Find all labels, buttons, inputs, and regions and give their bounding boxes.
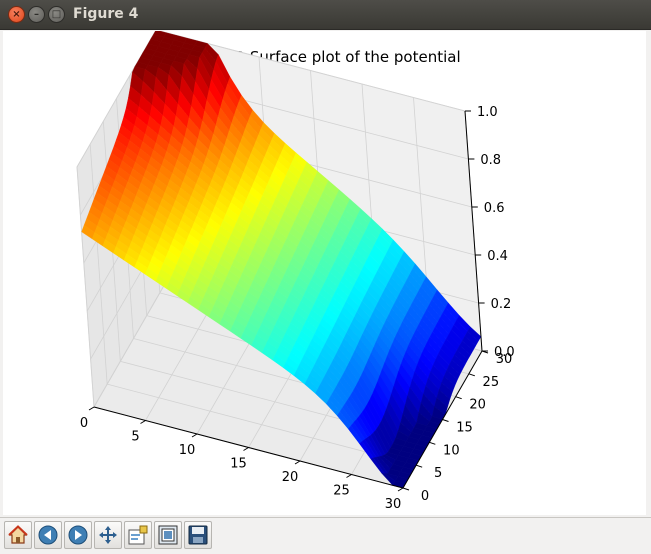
forward-button[interactable] [64,521,92,549]
x-axis-line [93,406,404,489]
maximize-window-button[interactable]: □ [48,6,65,23]
x-tick-mark [191,433,198,438]
y-axis-line [402,350,483,489]
x-tick-label: 15 [230,457,247,472]
x-tick-label: 10 [179,443,196,458]
configure-subplots-button[interactable] [124,521,152,549]
y-tick-label: 25 [483,375,500,390]
pan-button[interactable] [94,521,122,549]
x-tick-mark [140,420,146,424]
x-tick-mark [397,487,404,492]
close-window-button[interactable]: × [8,6,25,23]
save-button[interactable] [184,521,212,549]
home-button[interactable] [4,521,32,549]
navigation-toolbar [0,517,651,554]
zoom-to-rect-icon [158,525,178,545]
window-title: Figure 4 [73,6,139,22]
minimize-window-button[interactable]: – [28,6,45,23]
z-tick-label: 0.8 [480,153,501,168]
configure-subplots-icon [128,525,148,545]
y-tick-label: 20 [469,398,486,413]
surface-plot: The 3D Surface plot of the potential 051… [76,28,515,512]
y-tick-label: 30 [496,352,513,367]
x-tick-label: 25 [333,484,350,499]
z-axis-line [464,110,483,352]
x-tick-mark [294,460,301,465]
forward-arrow-icon [68,525,88,545]
z-tick-label: 0.4 [487,249,508,264]
y-tick-label: 0 [421,489,429,504]
back-button[interactable] [34,521,62,549]
y-tick-mark [402,487,410,491]
x-tick-label: 30 [385,497,402,512]
grid-line [76,166,95,408]
pan-move-icon [99,526,117,544]
z-tick-label: 1.0 [477,105,498,120]
x-tick-label: 20 [282,470,299,485]
axes-ticks: 0510152025300510152025300.00.20.40.60.81… [80,105,515,512]
y-tick-label: 10 [443,443,460,458]
z-tick-label: 0.2 [491,297,512,312]
y-tick-label: 15 [456,421,473,436]
zoom-to-rect-button[interactable] [154,521,182,549]
x-tick-mark [243,447,249,451]
y-tick-label: 5 [434,466,442,481]
grid-line [89,144,108,385]
title-bar[interactable]: × – □ Figure 4 [0,0,651,30]
x-tick-label: 0 [80,416,88,431]
z-tick-label: 0.6 [484,201,505,216]
back-arrow-icon [38,525,58,545]
y-tick-mark [442,419,449,422]
surface-mesh [81,29,482,489]
y-tick-mark [429,441,436,445]
y-tick-mark [455,396,462,400]
save-floppy-icon [188,525,208,545]
x-tick-mark [88,406,95,411]
home-icon [8,525,28,544]
y-tick-mark [416,464,423,468]
x-tick-label: 5 [131,430,139,445]
x-tick-mark [346,474,352,478]
z-tick-label: 0.0 [494,345,515,360]
y-tick-mark [468,373,475,377]
